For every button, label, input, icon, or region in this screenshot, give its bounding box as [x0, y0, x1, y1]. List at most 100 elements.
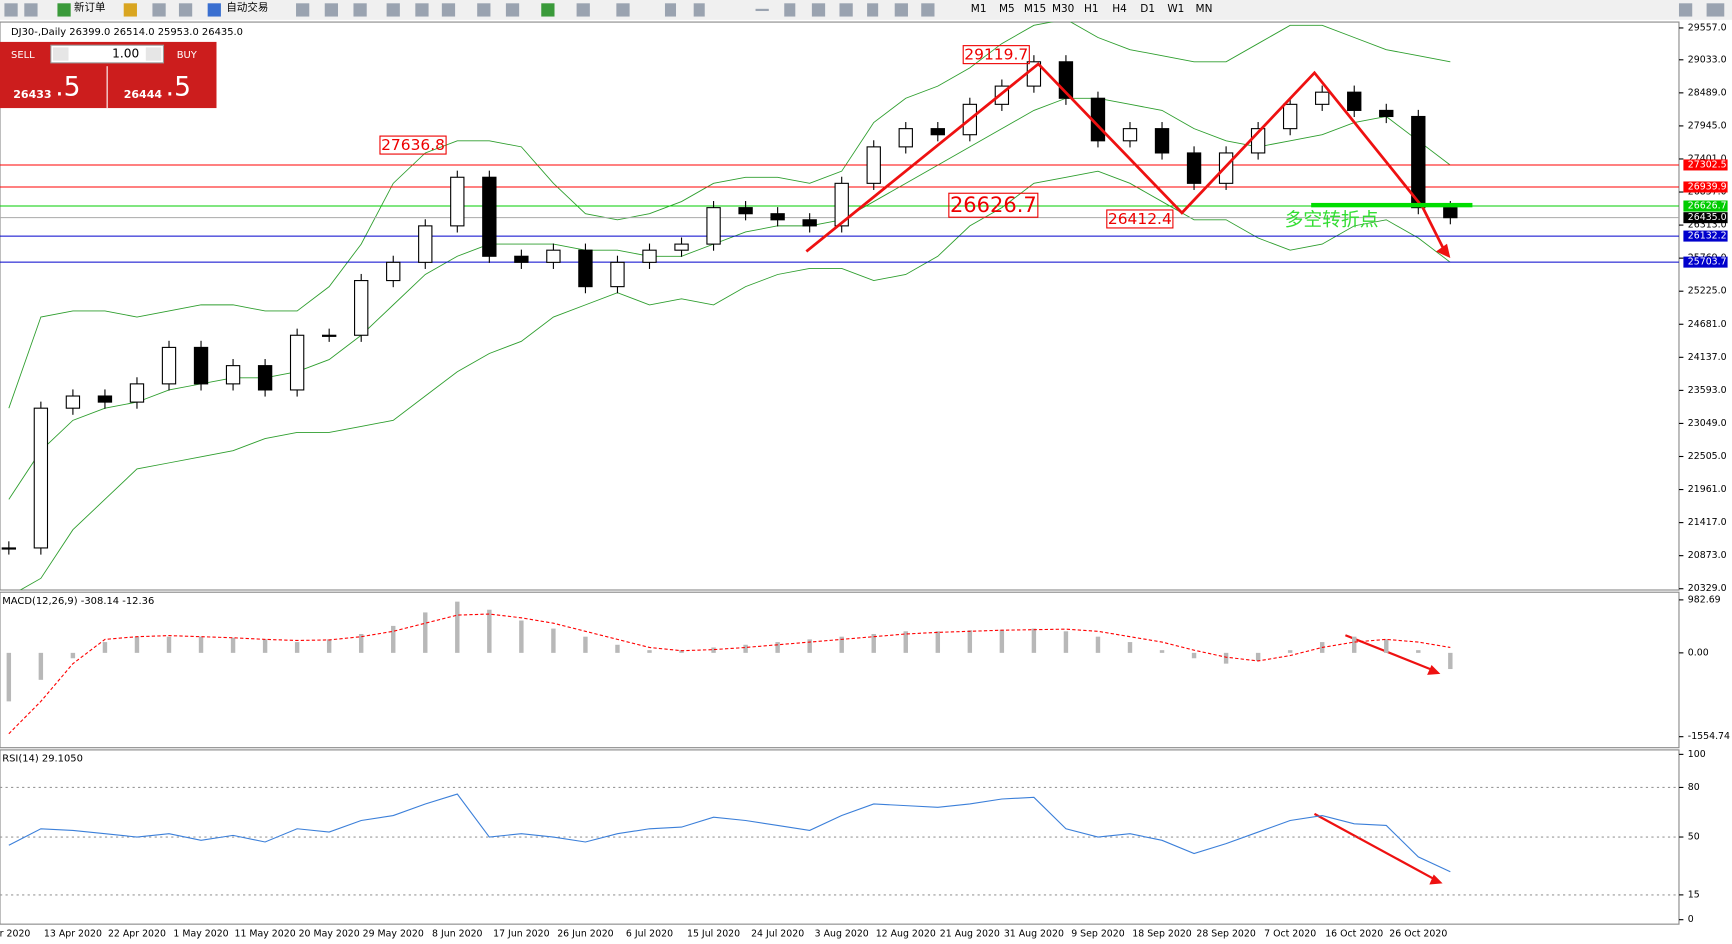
timeframe-button[interactable]: H4	[1112, 3, 1127, 15]
macd-title: MACD(12,26,9) -308.14 -12.36	[2, 596, 154, 607]
timeframe-button[interactable]: M15	[1024, 3, 1046, 15]
macd-bar	[1223, 652, 1229, 664]
candle-body	[97, 395, 113, 403]
trade-panel: SELL BUY 1.00 26433 .5 26444 .5	[0, 41, 217, 109]
x-tick-label: 16 Oct 2020	[1325, 929, 1383, 940]
macd-bar	[1095, 636, 1101, 653]
x-tick-label: 12 Aug 2020	[876, 929, 936, 940]
turning-line	[1311, 202, 1473, 208]
candle-body	[866, 146, 881, 184]
buy-button[interactable]: BUY	[177, 50, 198, 61]
macd-bar	[743, 644, 748, 653]
x-tick-label: 7 Oct 2020	[1264, 929, 1316, 940]
macd-bar	[358, 633, 364, 653]
sell-button[interactable]: SELL	[11, 50, 35, 61]
macd-bar	[1416, 650, 1421, 653]
new-order-button[interactable]: 新订单	[74, 1, 105, 14]
macd-bar	[1031, 628, 1037, 653]
y-tick-label: 0	[1688, 914, 1694, 925]
level-tag	[1683, 181, 1728, 193]
x-tick-label: 8 Jun 2020	[432, 929, 483, 940]
annotation-box	[379, 135, 447, 155]
x-tick-label: 18 Sep 2020	[1132, 929, 1192, 940]
macd-bar	[326, 639, 332, 653]
candle-body	[193, 346, 209, 385]
macd-bar	[647, 650, 652, 653]
x-tick-label: 29 May 2020	[363, 929, 424, 940]
x-tick-label: 20 May 2020	[299, 929, 360, 940]
annotation: 29119.7	[964, 46, 1028, 64]
candle-body	[1282, 103, 1298, 130]
macd-bar	[679, 650, 684, 653]
x-tick-label: 28 Sep 2020	[1196, 929, 1256, 940]
timeframe-button[interactable]: M1	[971, 3, 987, 15]
candle-body	[610, 261, 625, 288]
macd-bar	[198, 636, 204, 653]
candle-body	[674, 243, 689, 251]
lot-input[interactable]: 1.00	[112, 47, 139, 61]
y-tick-label: 22505.0	[1688, 451, 1727, 462]
level-tag	[1683, 230, 1728, 242]
x-tick-label: 13 Apr 2020	[44, 929, 102, 940]
macd-bar	[1352, 636, 1357, 653]
macd-bar	[583, 636, 588, 653]
macd-bar	[519, 620, 524, 653]
timeframe-button[interactable]: MN	[1196, 3, 1213, 15]
macd-bar	[1255, 652, 1261, 661]
level-label: 26939.9	[1688, 181, 1727, 192]
candle-body	[1186, 152, 1202, 184]
candle-body	[642, 249, 657, 263]
macd-bar	[262, 639, 268, 653]
macd-bar	[1127, 642, 1133, 653]
candle-body	[225, 365, 241, 385]
macd-bar	[935, 631, 941, 653]
macd-bar	[6, 652, 12, 702]
timeframe-button[interactable]: M30	[1052, 3, 1074, 15]
candle-body	[289, 334, 305, 391]
annotation-box	[1106, 209, 1174, 229]
timeframe-button[interactable]: H1	[1084, 3, 1099, 15]
y-tick-label: 23593.0	[1688, 385, 1727, 396]
candle-body	[898, 128, 913, 148]
y-tick-label: 28489.0	[1688, 87, 1727, 98]
macd-bar	[294, 642, 300, 653]
sell-price-pip[interactable]: .5	[55, 72, 80, 103]
timeframe-button[interactable]: W1	[1167, 3, 1184, 15]
candle-body	[354, 280, 369, 336]
x-tick-label: 6 Jul 2020	[626, 929, 673, 940]
level-tag	[1683, 159, 1728, 171]
candle-body	[1411, 115, 1426, 209]
candle-body	[321, 334, 337, 337]
candle-body	[482, 176, 497, 257]
macd-bar	[1191, 652, 1197, 659]
candle-body	[738, 207, 753, 215]
candle-body	[386, 261, 401, 282]
macd-panel	[0, 591, 1680, 749]
macd-bar	[423, 612, 428, 653]
timeframe-button[interactable]: D1	[1140, 3, 1155, 15]
annotation: 26626.7	[950, 193, 1037, 217]
x-tick-label: 26 Jun 2020	[557, 929, 613, 940]
candle-body	[1, 547, 17, 550]
x-tick-label: 31 Aug 2020	[1004, 929, 1064, 940]
candle-body	[770, 213, 785, 221]
macd-bar	[455, 601, 460, 653]
candle-body	[450, 176, 465, 227]
macd-bar	[70, 652, 76, 659]
auto-trading-button[interactable]: 自动交易	[226, 1, 268, 14]
buy-price[interactable]: 26444	[124, 88, 163, 101]
candle-body	[1122, 128, 1138, 142]
y-tick-label: 21417.0	[1688, 517, 1727, 528]
y-tick-label: 27945.0	[1688, 120, 1727, 131]
timeframe-button[interactable]: M5	[999, 3, 1015, 15]
buy-price-pip[interactable]: .5	[166, 72, 191, 103]
toolbar	[0, 0, 1732, 20]
x-tick-label: 21 Aug 2020	[940, 929, 1000, 940]
annotation: 26412.4	[1108, 210, 1172, 228]
x-tick-label: 9 Sep 2020	[1071, 929, 1125, 940]
y-tick-label: 25225.0	[1688, 286, 1727, 297]
x-tick-label: 22 Apr 2020	[108, 929, 166, 940]
sell-price[interactable]: 26433	[13, 88, 51, 101]
macd-bar	[166, 636, 172, 653]
